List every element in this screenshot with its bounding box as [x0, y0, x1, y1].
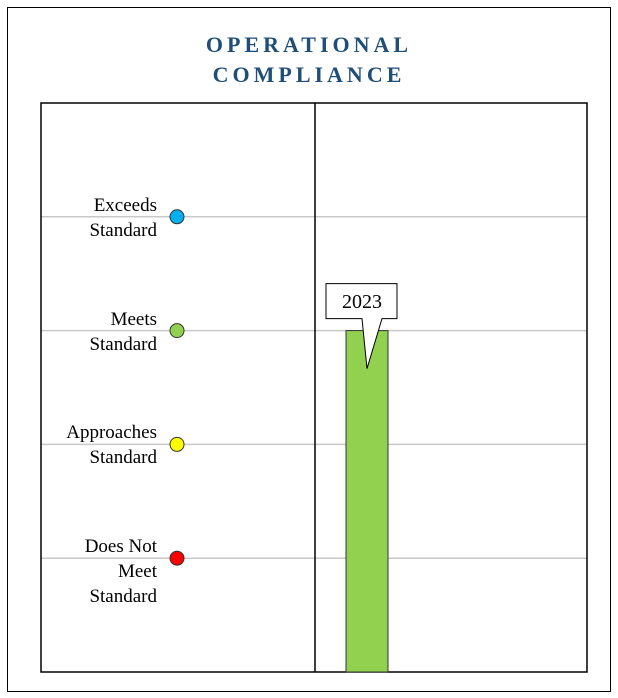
y-tick-label: Does Not Meet Standard [84, 536, 157, 608]
card-border [7, 7, 611, 692]
chart-title: OPERATIONAL COMPLIANCE [205, 32, 413, 87]
bar [345, 330, 389, 673]
y-tick-label: Exceeds Standard [89, 194, 157, 241]
plot-border [40, 102, 588, 673]
y-tick-label: Meets Standard [89, 308, 157, 355]
tick-dot [169, 550, 185, 566]
y-tick-label: Approaches Standard [66, 422, 157, 469]
callout-label: 2023 [342, 291, 382, 313]
callout [325, 283, 398, 369]
tick-dot [169, 323, 185, 339]
tick-dot [169, 436, 185, 452]
tick-dot [169, 209, 185, 225]
